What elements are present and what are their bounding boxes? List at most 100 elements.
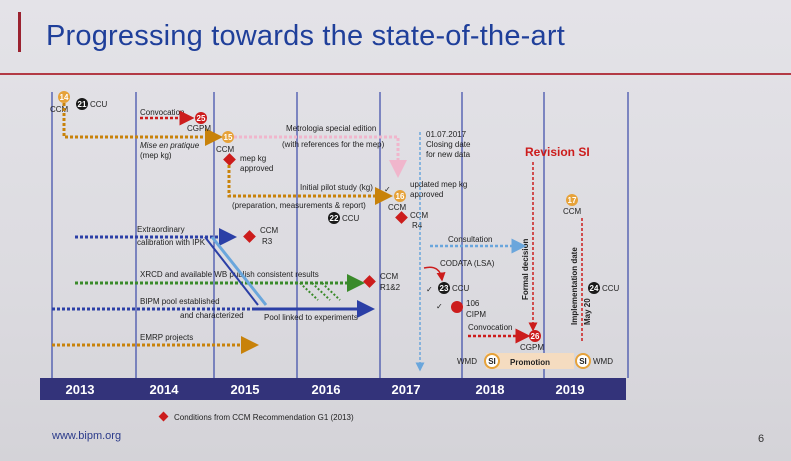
title-accent-bar <box>18 12 21 52</box>
si-logo-2019 <box>575 353 591 369</box>
year-label-2019: 2019 <box>556 382 585 397</box>
condition-diamond-r3 <box>243 230 256 243</box>
ccm-15-marker <box>222 131 234 143</box>
slide-title: Progressing towards the state-of-the-art <box>46 20 565 52</box>
mise-en-pratique-label: Mise en pratique <box>140 141 200 150</box>
year-label-2016: 2016 <box>312 382 341 397</box>
year-labels: 2013 2014 2015 2016 2017 2018 2019 <box>66 382 585 397</box>
ccm-2015-label: CCM <box>216 145 235 154</box>
promotion-label: Promotion <box>510 358 550 367</box>
pilot-study-label: Initial pilot study (kg) <box>300 183 373 192</box>
extraordinary-line1: Extraordinary <box>137 225 185 234</box>
ccu-21-marker <box>76 98 88 110</box>
check-ccu-icon: ✓ <box>426 285 433 294</box>
cipm-line2: CIPM <box>466 310 486 319</box>
cgpm-25-number: 25 <box>197 114 206 123</box>
xrcd-branch-arrows <box>299 282 341 301</box>
ccm-r4-line1: CCM <box>410 211 429 220</box>
cgpm-26-marker <box>529 330 541 342</box>
legend-diamond <box>158 411 169 422</box>
codata-label: CODATA (LSA) <box>440 259 495 268</box>
may-20-label: May 20 <box>583 298 592 325</box>
ccm-14-number: 14 <box>60 93 69 102</box>
ccm-16-number: 16 <box>396 192 405 201</box>
si-logo-2018 <box>484 353 500 369</box>
mep-track <box>62 103 223 146</box>
title-bar: Progressing towards the state-of-the-art <box>0 0 791 78</box>
ccm-2017-label: CCM <box>388 203 407 212</box>
consultation-label: Consultation <box>448 235 492 244</box>
ccm-r3-line2: R3 <box>262 237 273 246</box>
formal-decision-label: Formal decision <box>521 239 530 300</box>
wmd-2019-label: WMD <box>593 357 613 366</box>
ccm-14-marker <box>58 91 70 103</box>
extraordinary-line2: calibration with IPK <box>137 238 206 247</box>
footer-url[interactable]: www.bipm.org <box>52 430 122 442</box>
ccu-23-marker <box>438 282 450 294</box>
cipm-line1: 106 <box>466 299 480 308</box>
year-label-2018: 2018 <box>476 382 505 397</box>
year-label-2014: 2014 <box>150 382 180 397</box>
ipk-to-pool-connector <box>210 236 268 306</box>
closing-date-line2: Closing date <box>426 140 471 149</box>
ccm-15-number: 15 <box>224 133 233 142</box>
mep-kg-approved-line2: approved <box>240 164 273 173</box>
ccu-22-marker <box>328 212 340 224</box>
updated-mep-line2: approved <box>410 190 443 199</box>
condition-diamond-r4 <box>395 211 408 224</box>
si-logo-2019-text: SI <box>579 357 587 366</box>
ccm-16-marker <box>394 190 406 202</box>
year-axis-bar <box>40 378 626 400</box>
si-logo-2018-text: SI <box>488 357 496 366</box>
metrologia-line2: (with references for the mep) <box>282 140 385 149</box>
ccu-2019-label: CCU <box>602 284 620 293</box>
ccm-r4-line2: R4 <box>412 221 423 230</box>
cgpm-2014-label: CGPM <box>187 124 211 133</box>
title-divider <box>0 73 791 75</box>
ccm-17-number: 17 <box>568 196 577 205</box>
xrcd-label: XRCD and available WB publish consistent… <box>140 270 319 279</box>
ccm-2019-label: CCM <box>563 207 582 216</box>
check-mep-approved-icon: ✓ <box>384 185 391 194</box>
ccm-r12-line1: CCM <box>380 272 399 281</box>
wmd-2018-label: WMD <box>457 357 477 366</box>
cgpm-26-number: 26 <box>531 332 540 341</box>
ccm-r3-line1: CCM <box>260 226 279 235</box>
closing-date-line1: 01.07.2017 <box>426 130 467 139</box>
page-number: 6 <box>758 433 765 445</box>
cgpm-25-marker <box>195 112 207 124</box>
codata-arrow <box>423 266 446 282</box>
year-label-2015: 2015 <box>231 382 260 397</box>
mep-kg-label: (mep kg) <box>140 151 172 160</box>
bipm-pool-line2: and characterized <box>180 311 244 320</box>
ccu-22-number: 22 <box>330 214 339 223</box>
mep-kg-approved-line1: mep kg <box>240 154 266 163</box>
emrp-label: EMRP projects <box>140 333 193 342</box>
bipm-pool-line1: BIPM pool established <box>140 297 220 306</box>
ccu-2017-label: CCU <box>452 284 470 293</box>
convocation-2018-label: Convocation <box>468 323 512 332</box>
revision-si-heading: Revision SI <box>525 145 590 159</box>
year-label-2013: 2013 <box>66 382 95 397</box>
pilot-details-label: (preparation, measurements & report) <box>232 201 366 210</box>
ccu-21-number: 21 <box>78 100 87 109</box>
condition-diamond-r12 <box>363 275 376 288</box>
condition-diamond-mep <box>223 153 236 166</box>
pilot-study-track <box>227 165 393 205</box>
ipk-to-pool-connector-2 <box>204 236 259 306</box>
cipm-marker <box>451 301 463 313</box>
legend-label: Conditions from CCM Recommendation G1 (2… <box>174 413 354 422</box>
year-gridlines <box>51 92 629 378</box>
ccm-17-marker <box>566 194 578 206</box>
promotion-band <box>486 353 574 369</box>
updated-mep-line1: updated mep kg <box>410 180 467 189</box>
ccm-2013-label: CCM <box>50 105 69 114</box>
pool-linked-label: Pool linked to experiments <box>264 313 358 322</box>
metrologia-line1: Metrologia special edition <box>286 124 376 133</box>
convocation-2014-label: Convocation <box>140 108 184 117</box>
ccu-24-marker <box>588 282 600 294</box>
ccu-2016-label: CCU <box>342 214 360 223</box>
implementation-date-label: Implementation date <box>570 247 579 325</box>
